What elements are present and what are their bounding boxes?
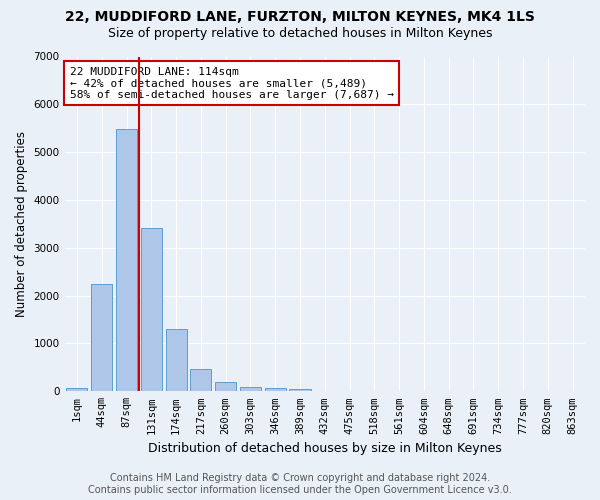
Bar [141, 228, 162, 392]
Bar [314, 390, 335, 392]
Y-axis label: Number of detached properties: Number of detached properties [15, 131, 28, 317]
Text: Contains HM Land Registry data © Crown copyright and database right 2024.
Contai: Contains HM Land Registry data © Crown c… [88, 474, 512, 495]
Bar [91, 284, 112, 392]
Bar [116, 129, 137, 392]
Bar [265, 388, 286, 392]
Bar [67, 388, 88, 392]
Bar [240, 386, 261, 392]
Bar [215, 382, 236, 392]
X-axis label: Distribution of detached houses by size in Milton Keynes: Distribution of detached houses by size … [148, 442, 502, 455]
Bar [166, 329, 187, 392]
Bar [289, 390, 311, 392]
Text: Size of property relative to detached houses in Milton Keynes: Size of property relative to detached ho… [108, 28, 492, 40]
Text: 22 MUDDIFORD LANE: 114sqm
← 42% of detached houses are smaller (5,489)
58% of se: 22 MUDDIFORD LANE: 114sqm ← 42% of detac… [70, 66, 394, 100]
Text: 22, MUDDIFORD LANE, FURZTON, MILTON KEYNES, MK4 1LS: 22, MUDDIFORD LANE, FURZTON, MILTON KEYN… [65, 10, 535, 24]
Bar [190, 369, 211, 392]
